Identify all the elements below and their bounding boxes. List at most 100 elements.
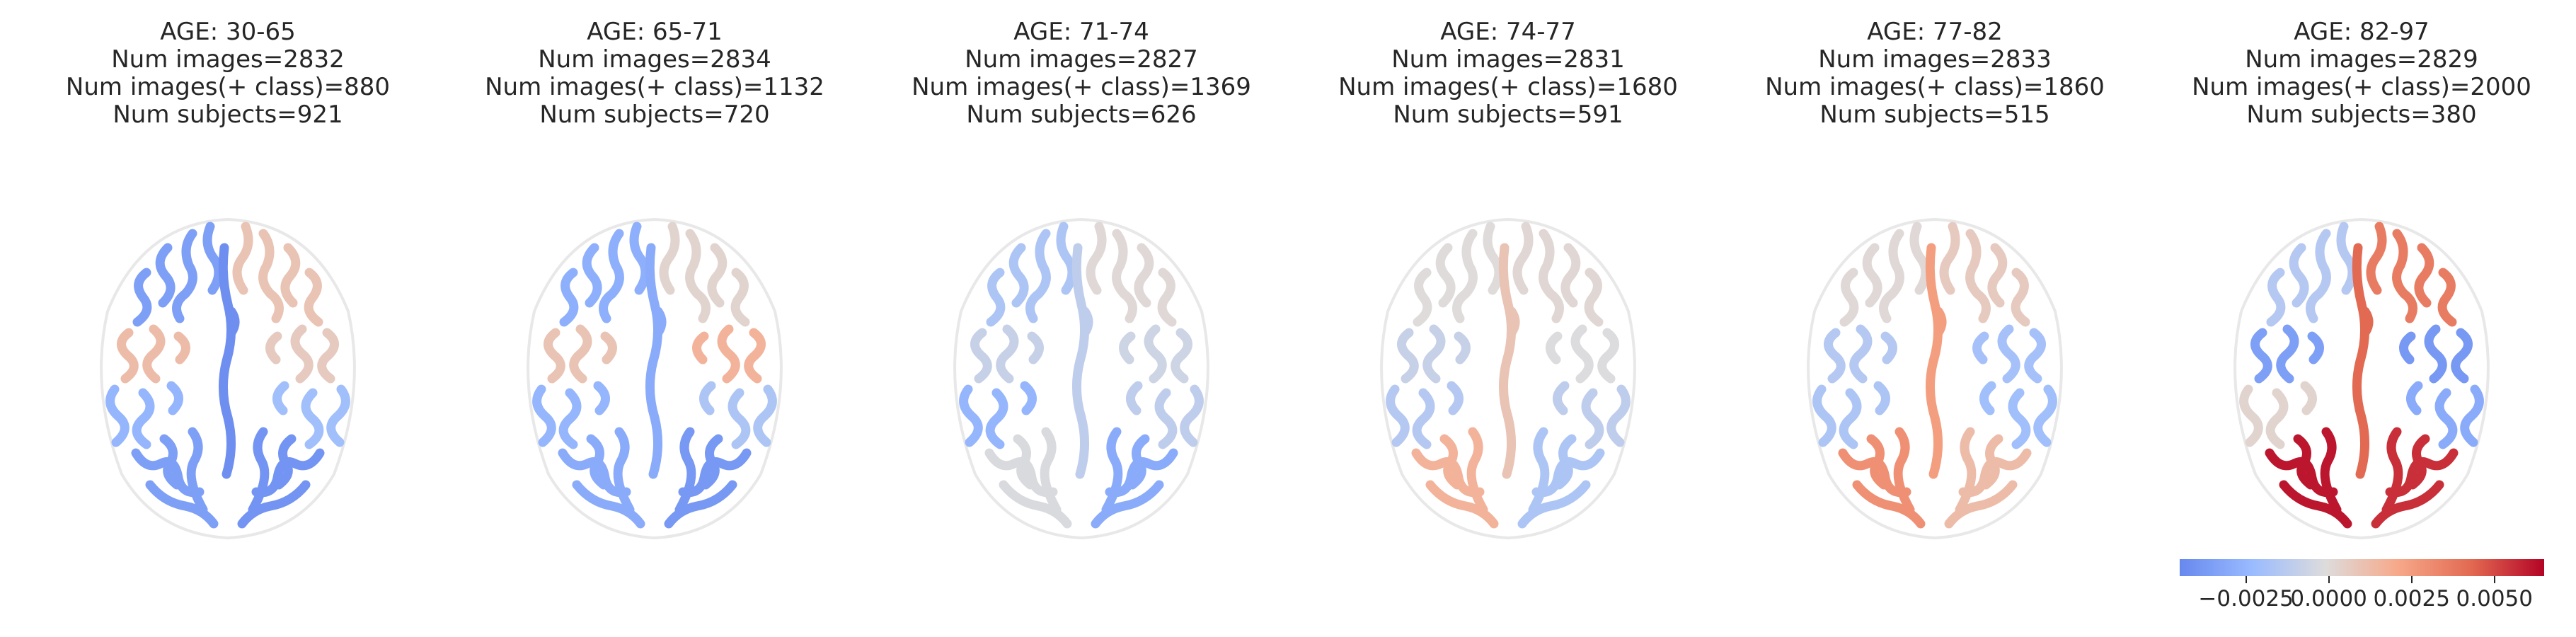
gyrus-right-frontal [730, 268, 750, 327]
panel-title-line: Num subjects=921 [113, 101, 343, 129]
gyrus-left-central [1454, 331, 1471, 365]
gyrus-left-temporal [1412, 388, 1435, 449]
colorbar-tick-label: 0.0000 [2290, 586, 2367, 612]
gyrus-midline [1071, 243, 1089, 479]
panel-title: AGE: 30-65 Num images=2832 Num images(+ cl… [16, 18, 440, 129]
gyrus-left-frontal [2289, 243, 2309, 308]
gyrus-right-frontal [1939, 222, 1960, 295]
gyrus-right-central [1171, 328, 1192, 384]
gyrus-left-occipital [586, 434, 609, 490]
gyrus-left-central [1027, 331, 1044, 365]
gyrus-left-central [142, 324, 166, 384]
gyrus-left-temporal [959, 384, 983, 447]
gyrus-right-central [717, 324, 740, 384]
gyrus-left-occipital [145, 480, 219, 529]
gyrus-right-frontal [2437, 268, 2457, 327]
brain-outline [100, 217, 356, 540]
gyrus-left-occipital [1893, 427, 1915, 515]
gyrus-right-temporal [1979, 381, 1996, 415]
gyrus-right-frontal [258, 229, 284, 323]
gyrus-left-central [1397, 328, 1419, 384]
gyrus-left-occipital [1040, 427, 1062, 515]
gyrus-right-frontal [232, 222, 253, 295]
gyrus-left-frontal [202, 222, 224, 295]
gyrus-right-central [2451, 328, 2473, 384]
gyrus-left-occipital [1425, 480, 1499, 529]
gyrus-left-occipital [1852, 480, 1926, 529]
gyrus-right-temporal [699, 381, 716, 415]
panel-title-line: Num subjects=515 [1819, 101, 2050, 129]
panel-title-line: Num images=2831 [1391, 45, 1625, 74]
brain-panel-1: AGE: 30-65 Num images=2832 Num images(+ cl… [16, 0, 440, 637]
colorbar: −0.0025 0.0000 0.0025 0.0050 [2180, 559, 2544, 616]
gyrus-right-central [317, 328, 339, 384]
gyrus-right-central [1144, 324, 1167, 384]
gyrus-right-occipital [1528, 427, 1550, 515]
gyrus-midline [653, 306, 667, 338]
panel-title-line: AGE: 30-65 [160, 18, 296, 46]
gyrus-left-central [173, 331, 190, 365]
gyrus-right-central [265, 331, 282, 365]
panel-title-line: Num images=2827 [965, 45, 1198, 74]
gyrus-right-central [2424, 324, 2447, 384]
gyrus-right-frontal [2011, 268, 2030, 327]
brain-map [1807, 217, 2063, 540]
gyrus-right-occipital [1517, 480, 1591, 529]
panel-title-line: Num images(+ class)=1860 [1765, 73, 2105, 101]
gyrus-left-temporal [1812, 384, 1836, 447]
gyrus-right-occipital [237, 480, 311, 529]
panel-title-line: AGE: 74-77 [1440, 18, 1576, 46]
gyrus-left-occipital [1466, 427, 1488, 515]
panel-title-line: Num images(+ class)=1369 [912, 73, 1251, 101]
colorbar-tick [2245, 576, 2247, 583]
panel-title-line: Num subjects=380 [2246, 101, 2477, 129]
panel-title-line: Num images(+ class)=1680 [1338, 73, 1678, 101]
gyrus-left-frontal [1025, 229, 1051, 323]
gyrus-left-temporal [2265, 388, 2289, 449]
gyrus-right-occipital [1091, 480, 1164, 529]
brain-panel-4: AGE: 74-77 Num images=2831 Num images(+ cl… [1296, 0, 1720, 637]
gyrus-right-central [1997, 324, 2020, 384]
panel-title-line: AGE: 71-74 [1013, 18, 1149, 46]
gyrus-right-central [1570, 324, 1594, 384]
gyrus-right-central [692, 331, 709, 365]
gyrus-left-frontal [2306, 229, 2331, 323]
gyrus-left-central [2250, 328, 2272, 384]
gyrus-right-frontal [304, 268, 323, 327]
gyrus-left-frontal [986, 268, 1006, 327]
gyrus-right-frontal [659, 222, 680, 295]
gyrus-left-occipital [159, 434, 182, 490]
gyrus-right-temporal [1553, 381, 1570, 415]
gyrus-left-central [1824, 328, 1846, 384]
gyrus-midline [2352, 243, 2369, 479]
brain-map [527, 217, 783, 540]
gyrus-right-frontal [2366, 222, 2387, 295]
gyrus-midline [645, 243, 662, 479]
gyrus-left-occipital [186, 427, 208, 515]
gyrus-left-frontal [1435, 243, 1456, 308]
gyrus-left-central [970, 328, 992, 384]
gyrus-left-temporal [1873, 381, 1890, 415]
gyrus-right-frontal [707, 243, 728, 308]
gyrus-left-frontal [1879, 229, 1904, 323]
brain-map [2233, 217, 2490, 540]
gyrus-right-temporal [2460, 384, 2484, 447]
gyrus-right-temporal [1180, 384, 1204, 447]
panel-title-line: Num images=2833 [1818, 45, 2052, 74]
gyrus-left-occipital [572, 480, 645, 529]
brain-outline [527, 217, 783, 540]
gyrus-right-occipital [1127, 434, 1150, 490]
gyrus-left-occipital [2320, 427, 2342, 515]
brain-outline [1807, 217, 2063, 540]
gyrus-left-occipital [2293, 434, 2316, 490]
gyrus-right-temporal [326, 384, 350, 447]
brain-panel-3: AGE: 71-74 Num images=2827 Num images(+ cl… [869, 0, 1294, 637]
gyrus-right-temporal [753, 384, 777, 447]
gyrus-left-frontal [2336, 222, 2357, 295]
gyrus-left-temporal [2300, 381, 2317, 415]
brain-panel-6: AGE: 82-97 Num images=2829 Num images(+ cl… [2149, 0, 2574, 637]
gyrus-right-temporal [2406, 381, 2423, 415]
panel-title-line: AGE: 82-97 [2294, 18, 2430, 46]
panel-title: AGE: 74-77 Num images=2831 Num images(+ cl… [1296, 18, 1720, 129]
gyrus-left-frontal [1056, 222, 1077, 295]
